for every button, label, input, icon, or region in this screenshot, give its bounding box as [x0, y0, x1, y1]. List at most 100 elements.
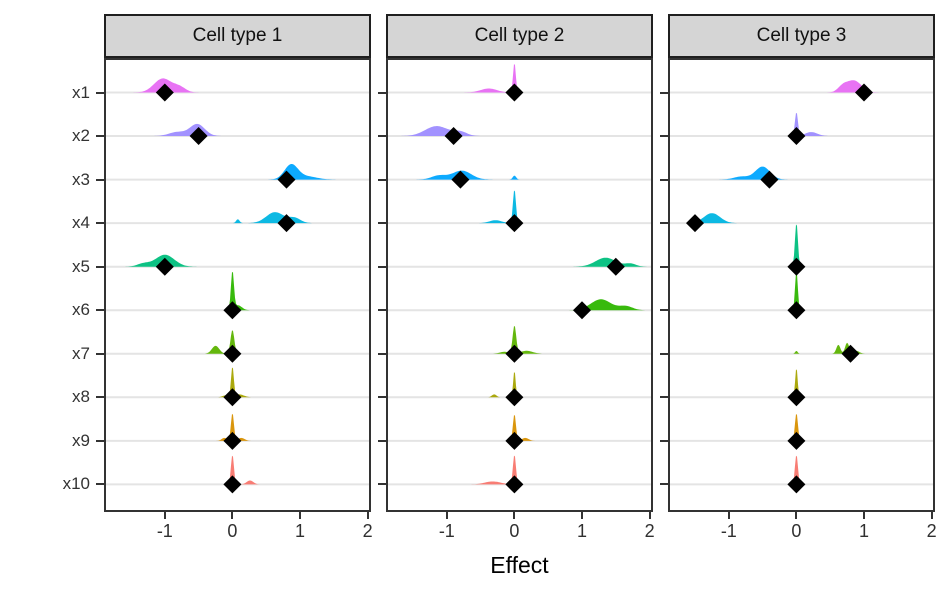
- facet-strip-cell-type-2: Cell type 2: [386, 14, 653, 58]
- density-x1: [668, 80, 935, 93]
- density-x5: [386, 257, 653, 267]
- effect-diamond-x9: [223, 431, 242, 450]
- density-x6: [386, 299, 653, 311]
- y-axis-label-x5: x5: [72, 256, 90, 276]
- y-tick-mark: [378, 439, 386, 442]
- y-tick-mark: [660, 309, 668, 312]
- density-x6: [104, 272, 371, 311]
- effect-diamond-x5: [155, 257, 174, 276]
- facet-strip-label: Cell type 2: [474, 25, 565, 46]
- effect-diamond-x7: [223, 344, 242, 363]
- y-axis-label-x10: x10: [62, 474, 90, 494]
- effect-diamond-x10: [505, 475, 524, 494]
- effect-diamond-x8: [505, 388, 524, 407]
- density-x9: [104, 413, 371, 441]
- y-tick-mark: [378, 483, 386, 486]
- y-tick-mark: [660, 178, 668, 181]
- x-tick-mark: [648, 512, 651, 519]
- y-tick-mark: [660, 396, 668, 399]
- density-x10: [386, 455, 653, 485]
- panel-border: [386, 58, 653, 512]
- y-tick-mark: [660, 265, 668, 268]
- density-x3: [668, 166, 935, 180]
- facet-strip-label: Cell type 1: [192, 25, 283, 46]
- density-x3: [386, 170, 653, 180]
- y-tick-mark: [96, 178, 104, 181]
- x-tick-mark: [863, 512, 866, 519]
- x-tick-label: -1: [438, 521, 455, 541]
- x-tick-label: -1: [156, 521, 173, 541]
- density-x4: [104, 212, 371, 224]
- y-tick-mark: [96, 439, 104, 442]
- effect-diamond-x1: [855, 83, 873, 102]
- effect-diamond-x9: [787, 431, 806, 450]
- effect-diamond-x1: [505, 83, 524, 102]
- y-tick-mark: [378, 135, 386, 138]
- x-tick-label: 1: [859, 521, 870, 541]
- x-tick-label: 2: [644, 521, 655, 541]
- effect-diamond-x3: [760, 170, 779, 189]
- facet-strip-cell-type-1: Cell type 1: [104, 14, 371, 58]
- x-axis-title: Effect: [490, 552, 549, 578]
- effect-diamond-x10: [223, 475, 242, 494]
- panel-cell-type-1: [104, 58, 371, 512]
- effect-diamond-x6: [787, 301, 806, 320]
- y-tick-mark: [96, 135, 104, 138]
- x-tick-label: 2: [362, 521, 373, 541]
- y-axis-label-x6: x6: [72, 300, 90, 320]
- density-x4: [668, 213, 935, 224]
- y-tick-mark: [660, 91, 668, 94]
- y-tick-mark: [96, 352, 104, 355]
- y-axis-label-x2: x2: [72, 126, 90, 146]
- x-tick-label: 2: [926, 521, 937, 541]
- y-tick-mark: [660, 439, 668, 442]
- y-axis-label-x7: x7: [72, 343, 90, 363]
- effect-diamond-x10: [787, 475, 806, 494]
- density-x10: [104, 455, 371, 485]
- y-axis-label-x9: x9: [72, 430, 90, 450]
- effect-diamond-x2: [787, 127, 806, 145]
- y-tick-mark: [378, 265, 386, 268]
- density-x1: [386, 64, 653, 93]
- y-tick-mark: [96, 265, 104, 268]
- y-tick-mark: [378, 396, 386, 399]
- y-tick-mark: [96, 222, 104, 225]
- effect-diamond-x8: [787, 388, 806, 407]
- density-x2: [386, 126, 653, 136]
- effect-diamond-x1: [155, 83, 174, 102]
- x-tick-label: 0: [791, 521, 802, 541]
- density-x8: [104, 367, 371, 398]
- effect-diamond-x5: [787, 257, 806, 276]
- panel-border: [104, 58, 371, 512]
- y-tick-mark: [378, 91, 386, 94]
- y-tick-mark: [378, 352, 386, 355]
- x-tick-mark: [581, 512, 584, 519]
- density-x7: [668, 342, 935, 354]
- density-x6: [668, 272, 935, 311]
- y-tick-mark: [96, 483, 104, 486]
- y-tick-mark: [378, 309, 386, 312]
- y-tick-mark: [378, 222, 386, 225]
- y-axis-label-x1: x1: [72, 82, 90, 102]
- effect-diamond-x4: [505, 214, 524, 233]
- effect-diamond-x3: [451, 170, 470, 189]
- x-tick-label: 1: [295, 521, 306, 541]
- density-x5: [104, 254, 371, 267]
- y-tick-mark: [660, 135, 668, 138]
- density-x10: [668, 455, 935, 485]
- density-x9: [668, 414, 935, 441]
- x-tick-mark: [795, 512, 798, 519]
- effect-diamond-x6: [573, 301, 591, 320]
- effect-diamond-x4: [277, 214, 296, 233]
- density-x3: [104, 164, 371, 180]
- effect-diamond-x8: [223, 388, 242, 407]
- x-tick-mark: [231, 512, 234, 519]
- effect-diamond-x9: [505, 431, 524, 450]
- density-x1: [104, 78, 371, 93]
- density-x5: [668, 224, 935, 267]
- effect-diamond-x2: [189, 127, 208, 145]
- y-axis-label-x4: x4: [72, 213, 90, 233]
- x-tick-mark: [513, 512, 516, 519]
- y-tick-mark: [660, 352, 668, 355]
